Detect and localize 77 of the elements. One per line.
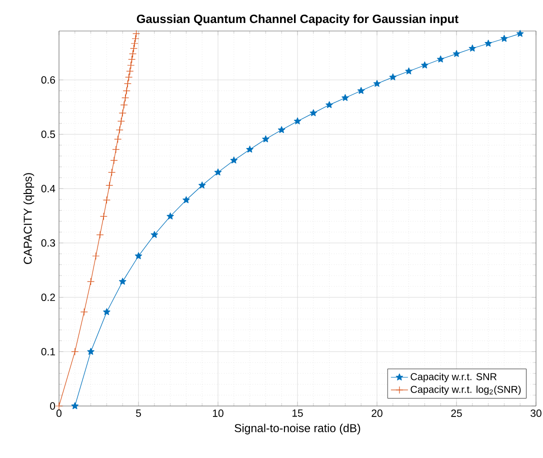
point xyxy=(373,80,381,87)
x-tick-label: 15 xyxy=(292,410,303,417)
point xyxy=(516,30,524,37)
point xyxy=(500,34,508,42)
point xyxy=(310,109,318,116)
point xyxy=(125,73,133,81)
point xyxy=(126,67,134,76)
chart-title: Gaussian Quantum Channel Capacity for Gaussian input xyxy=(136,14,458,26)
point xyxy=(405,67,412,74)
point xyxy=(71,402,79,410)
point xyxy=(150,231,158,238)
point xyxy=(230,156,238,164)
y-tick-label: 0.3 xyxy=(41,239,56,247)
y-tick-label: 0.1 xyxy=(41,348,55,356)
y-tick-label: 0.2 xyxy=(41,294,55,302)
y-tick-label: 0.6 xyxy=(41,76,56,84)
point xyxy=(112,146,120,154)
point xyxy=(124,80,132,88)
point xyxy=(127,61,135,70)
point xyxy=(103,308,110,316)
x-tick-label: 20 xyxy=(372,410,382,417)
x-tick-label: 5 xyxy=(136,410,141,417)
point xyxy=(96,231,104,239)
point xyxy=(452,50,460,57)
point xyxy=(130,40,138,48)
x-tick-label: 0 xyxy=(56,410,62,417)
point xyxy=(55,402,63,410)
legend-label: Capacity w.r.t. log$_{2}$(SNR) xyxy=(410,386,521,395)
point xyxy=(87,348,94,355)
y-tick-label: 0 xyxy=(50,402,56,410)
point xyxy=(389,73,397,80)
point xyxy=(92,252,100,260)
legend-label: Capacity w.r.t. SNR xyxy=(410,372,496,382)
point xyxy=(118,278,126,285)
point xyxy=(114,135,122,143)
point xyxy=(100,212,108,220)
point xyxy=(118,109,126,117)
point xyxy=(246,146,254,153)
point xyxy=(130,44,138,52)
point xyxy=(71,348,79,356)
point xyxy=(87,278,95,286)
point xyxy=(214,168,222,176)
point xyxy=(128,55,136,64)
point xyxy=(468,44,476,52)
point xyxy=(120,101,128,109)
point xyxy=(122,94,130,102)
point xyxy=(80,308,88,316)
x-tick-label: 10 xyxy=(212,410,224,417)
point xyxy=(122,87,130,95)
x-tick-label: 30 xyxy=(530,410,542,417)
point xyxy=(132,34,140,42)
point xyxy=(108,168,116,176)
point xyxy=(182,196,190,204)
point xyxy=(110,156,118,164)
y-tick-label: 0.4 xyxy=(41,184,56,192)
point xyxy=(166,212,174,220)
point xyxy=(134,252,142,260)
y-tick-label: 0.5 xyxy=(41,130,56,138)
point xyxy=(421,61,428,68)
point xyxy=(294,117,302,124)
point xyxy=(342,94,349,101)
point xyxy=(326,101,333,108)
point xyxy=(117,117,125,126)
point xyxy=(198,182,206,188)
point xyxy=(357,87,365,94)
x-axis-title: Signal-to-noise ratio (dB) xyxy=(234,424,360,434)
point xyxy=(436,55,444,62)
point xyxy=(262,135,270,142)
y-axis-title: CAPACITY (qbps) xyxy=(23,173,34,264)
point xyxy=(102,196,110,204)
point xyxy=(132,30,140,38)
point xyxy=(106,182,114,190)
point xyxy=(128,50,137,58)
x-tick-label: 25 xyxy=(451,410,462,417)
point xyxy=(116,126,124,134)
point xyxy=(484,40,492,47)
point xyxy=(278,126,286,134)
